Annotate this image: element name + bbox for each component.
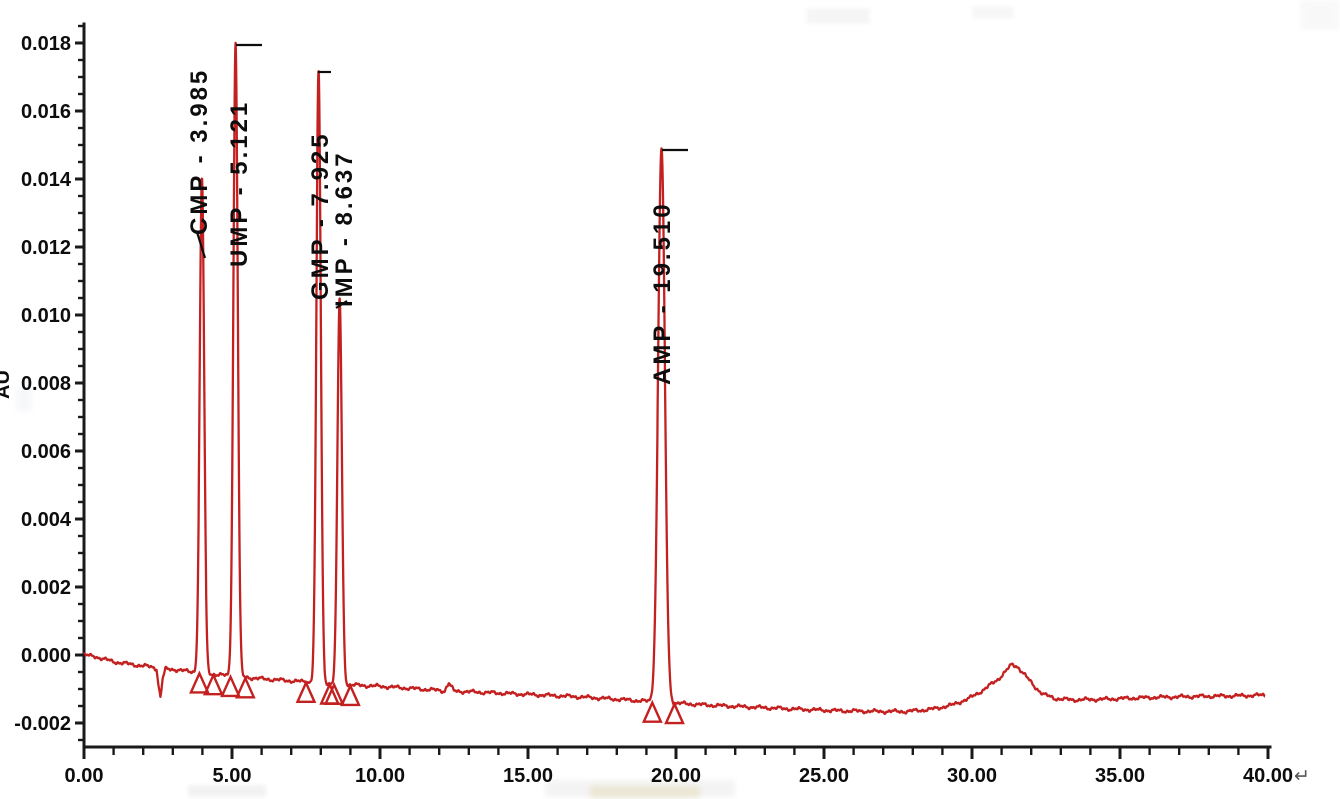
x-tick-label: 5.00 [213, 765, 252, 787]
peak-label-AMP: AMP - 19.510 [649, 201, 676, 385]
integration-marker-AMP [664, 701, 685, 725]
integration-marker-CMP [189, 670, 210, 694]
peak-label-IMP: IMP - 8.637 [331, 150, 358, 307]
integration-marker-IMP [323, 681, 345, 705]
peak-label-UMP: UMP - 5.121 [226, 100, 253, 267]
integration-marker-GMP [295, 679, 317, 704]
y-tick-label: 0.014 [21, 169, 72, 191]
integration-marker-UMP [234, 675, 256, 699]
y-tick-label: -0.002 [14, 713, 71, 735]
x-tick-label: 40.00 [1243, 765, 1293, 787]
integration-marker-IMP [340, 682, 361, 707]
y-tick-label: 0.012 [21, 237, 71, 259]
y-tick-label: 0.004 [21, 509, 72, 531]
x-tick-label: 30.00 [947, 765, 997, 787]
y-tick-label: 0.006 [21, 441, 71, 463]
y-tick-label: 0.002 [21, 577, 71, 599]
x-tick-label: 15.00 [503, 765, 553, 787]
y-axis-unit-label: AU [0, 370, 14, 399]
y-tick-label: 0.010 [21, 305, 71, 327]
x-tick-label: 25.00 [799, 765, 849, 787]
peak-label-GMP: GMP - 7.925 [307, 131, 334, 300]
integration-marker-UMP [220, 674, 241, 698]
x-tick-label: 35.00 [1095, 765, 1145, 787]
peak-label-leader-IMP [335, 300, 348, 309]
integration-marker-AMP [641, 699, 663, 723]
y-tick-label: 0.000 [21, 645, 71, 667]
x-tick-label: 10.00 [355, 765, 405, 787]
integration-marker-CMP [203, 672, 224, 696]
y-tick-label: 0.018 [21, 33, 71, 55]
peak-label-CMP: CMP - 3.985 [186, 68, 213, 235]
x-tick-label: 20.00 [651, 765, 701, 787]
y-tick-label: 0.016 [21, 101, 71, 123]
axis-lines [82, 22, 1272, 749]
y-tick-label: 0.008 [21, 373, 71, 395]
peak-label-leader-CMP [195, 231, 207, 259]
return-symbol: ↵ [1294, 766, 1310, 787]
x-tick-label: 0.00 [65, 765, 104, 787]
